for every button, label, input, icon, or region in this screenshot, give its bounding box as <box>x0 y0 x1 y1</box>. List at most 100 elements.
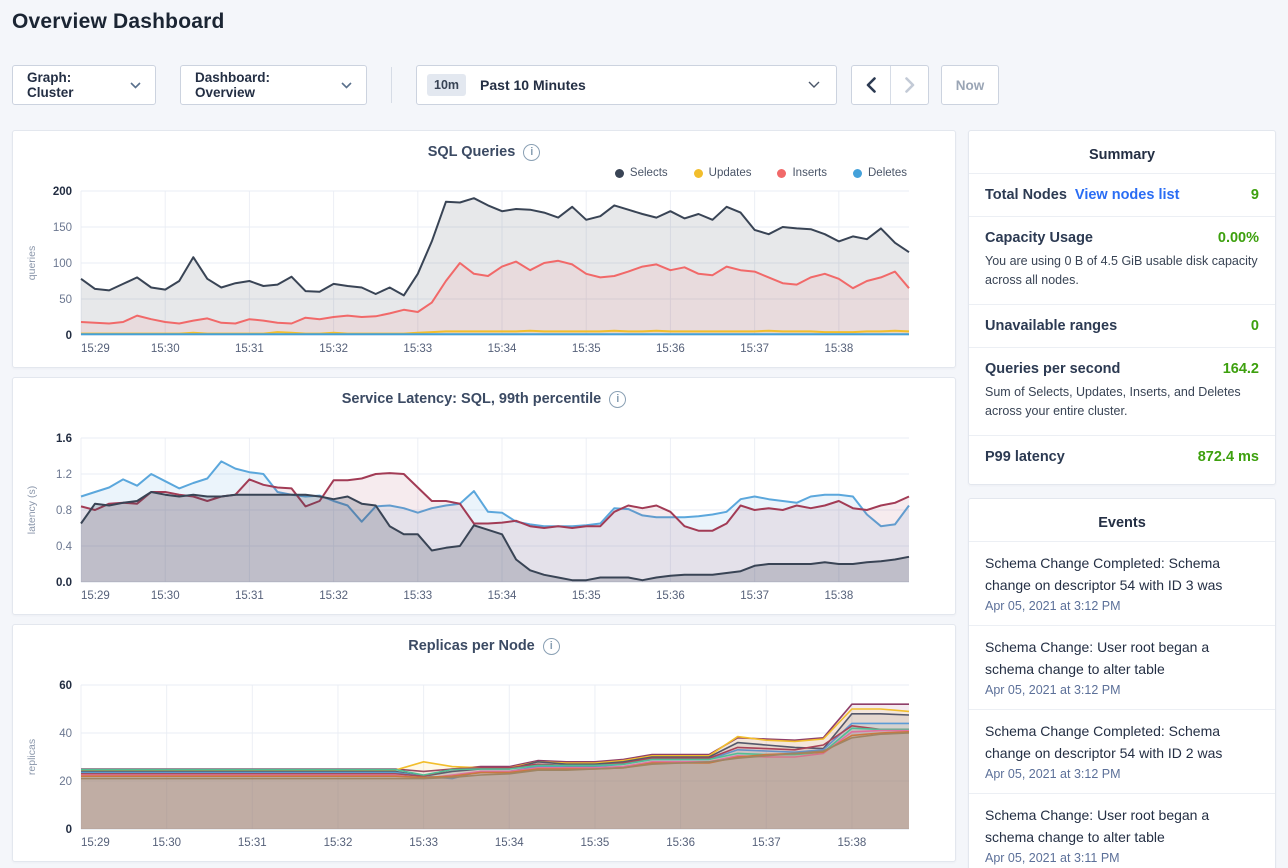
svg-text:0.8: 0.8 <box>56 505 72 517</box>
summary-description: You are using 0 B of 4.5 GiB usable disk… <box>985 254 1258 288</box>
event-timestamp: Apr 05, 2021 at 3:12 PM <box>985 682 1121 697</box>
dashboard-selector-label: Dashboard: Overview <box>195 70 271 100</box>
chart-legend: Selects Updates Inserts Deletes <box>13 163 955 183</box>
service-latency-chart[interactable]: 15:29 15:30 15:31 15:32 15:33 15:34 15:35 15:36… <box>13 430 955 606</box>
summary-row-total-nodes: Total Nodes View nodes list 9 <box>969 173 1275 216</box>
info-icon[interactable]: i <box>542 637 560 655</box>
svg-text:1.6: 1.6 <box>56 433 72 445</box>
summary-description: Sum of Selects, Updates, Inserts, and De… <box>985 384 1241 419</box>
legend-label: Inserts <box>792 167 827 179</box>
summary-value: 0 <box>1250 317 1259 334</box>
chart-title-service-latency: Service Latency: SQL, 99th percentile <box>341 391 602 407</box>
svg-text:15:32: 15:32 <box>324 837 353 849</box>
chevron-down-icon <box>130 81 141 89</box>
next-time-button[interactable] <box>890 66 928 104</box>
event-timestamp: Apr 05, 2021 at 3:12 PM <box>985 767 1121 782</box>
svg-text:100: 100 <box>53 258 72 270</box>
svg-text:15:33: 15:33 <box>403 343 432 355</box>
svg-text:60: 60 <box>59 680 72 692</box>
svg-text:15:31: 15:31 <box>238 837 267 849</box>
chart-title-sql-queries: SQL Queries <box>427 144 516 160</box>
event-text: Schema Change: User root began a schema … <box>985 638 1210 677</box>
svg-text:15:32: 15:32 <box>319 343 348 355</box>
svg-text:15:37: 15:37 <box>740 343 769 355</box>
event-item: Schema Change: User root began a schema … <box>969 793 1275 868</box>
event-item: Schema Change Completed: Schema change o… <box>969 540 1275 625</box>
legend-label: Updates <box>708 167 752 179</box>
toolbar: Graph: Cluster Dashboard: Overview 10m P… <box>12 65 999 105</box>
svg-text:15:34: 15:34 <box>495 837 524 849</box>
svg-text:15:32: 15:32 <box>319 590 348 602</box>
svg-text:15:30: 15:30 <box>151 343 180 355</box>
summary-row-p99-latency: P99 latency 872.4 ms <box>969 434 1275 478</box>
svg-text:0: 0 <box>66 824 72 836</box>
svg-text:15:33: 15:33 <box>409 837 438 849</box>
svg-text:15:33: 15:33 <box>403 590 432 602</box>
info-icon[interactable]: i <box>523 143 541 161</box>
events-title: Events <box>1098 514 1146 531</box>
event-item: Schema Change Completed: Schema change o… <box>969 708 1275 793</box>
legend-dot-inserts <box>777 168 787 178</box>
dashboard-selector-dropdown[interactable]: Dashboard: Overview <box>180 65 367 105</box>
chevron-down-icon <box>341 81 352 89</box>
now-button[interactable]: Now <box>941 65 999 105</box>
legend-item-updates[interactable]: Updates <box>693 167 752 179</box>
legend-item-inserts[interactable]: Inserts <box>777 167 827 179</box>
svg-text:15:38: 15:38 <box>824 343 853 355</box>
graph-selector-dropdown[interactable]: Graph: Cluster <box>12 65 156 105</box>
time-range-badge: 10m <box>427 74 467 96</box>
chart-panel-replicas-per-node: Replicas per Node i 15:29 15:30 15:31 15:32… <box>12 624 956 862</box>
legend-item-selects[interactable]: Selects <box>614 167 668 179</box>
event-item: Schema Change: User root began a schema … <box>969 624 1275 709</box>
replicas-per-node-chart[interactable]: 15:29 15:30 15:31 15:32 15:33 15:34 15:35 15:36… <box>13 677 955 853</box>
sql-queries-chart[interactable]: 15:29 15:30 15:31 15:32 15:33 15:34 15:35 15:36… <box>13 183 955 359</box>
svg-text:15:34: 15:34 <box>488 343 517 355</box>
summary-title: Summary <box>1088 147 1156 163</box>
time-step-buttons <box>851 65 929 105</box>
chevron-down-icon <box>808 81 820 89</box>
svg-text:0.0: 0.0 <box>56 577 72 589</box>
chart-legend-empty <box>13 410 955 430</box>
time-range-picker[interactable]: 10m Past 10 Minutes <box>416 65 837 105</box>
legend-label: Deletes <box>868 167 907 179</box>
svg-text:50: 50 <box>59 294 72 306</box>
svg-text:15:30: 15:30 <box>151 590 180 602</box>
legend-item-deletes[interactable]: Deletes <box>853 167 907 179</box>
svg-text:queries: queries <box>26 246 38 280</box>
chart-legend-empty <box>13 657 955 677</box>
svg-text:40: 40 <box>59 728 72 740</box>
chevron-right-icon <box>904 77 915 93</box>
svg-text:15:37: 15:37 <box>752 837 781 849</box>
event-text: Schema Change: User root began a schema … <box>985 807 1210 846</box>
svg-text:latency (s): latency (s) <box>26 486 38 534</box>
summary-row-queries-per-second: Queries per second 164.2 Sum of Selects,… <box>969 346 1275 435</box>
summary-value: 0.00% <box>1217 230 1259 246</box>
svg-text:15:35: 15:35 <box>581 837 610 849</box>
summary-panel: Summary Total Nodes View nodes list 9 Ca… <box>968 130 1276 485</box>
summary-label: Queries per second <box>985 360 1121 377</box>
svg-text:15:38: 15:38 <box>824 590 853 602</box>
events-panel: Events Schema Change Completed: Schema c… <box>968 497 1276 868</box>
summary-label: Capacity Usage <box>985 230 1093 246</box>
event-timestamp: Apr 05, 2021 at 3:12 PM <box>985 598 1121 613</box>
graph-selector-label: Graph: Cluster <box>27 70 74 100</box>
event-timestamp: Apr 05, 2021 at 3:11 PM <box>985 851 1120 866</box>
svg-text:15:29: 15:29 <box>81 343 110 355</box>
summary-label: Unavailable ranges <box>985 317 1118 334</box>
charts-column: SQL Queries i Selects Updates Inserts De… <box>12 130 956 868</box>
svg-text:0: 0 <box>66 330 72 342</box>
legend-dot-updates <box>693 168 703 178</box>
view-nodes-list-link[interactable]: View nodes list <box>1074 187 1180 203</box>
legend-dot-selects <box>614 168 624 178</box>
page-title: Overview Dashboard <box>12 10 225 33</box>
info-icon[interactable]: i <box>609 390 627 408</box>
svg-text:0.4: 0.4 <box>56 541 73 553</box>
summary-label: P99 latency <box>985 448 1065 465</box>
svg-text:15:29: 15:29 <box>81 590 110 602</box>
prev-time-button[interactable] <box>852 66 890 104</box>
time-range-label: Past 10 Minutes <box>480 77 586 93</box>
svg-text:replicas: replicas <box>26 739 38 775</box>
svg-text:15:36: 15:36 <box>656 590 685 602</box>
legend-label: Selects <box>629 167 668 179</box>
chevron-left-icon <box>866 77 876 93</box>
